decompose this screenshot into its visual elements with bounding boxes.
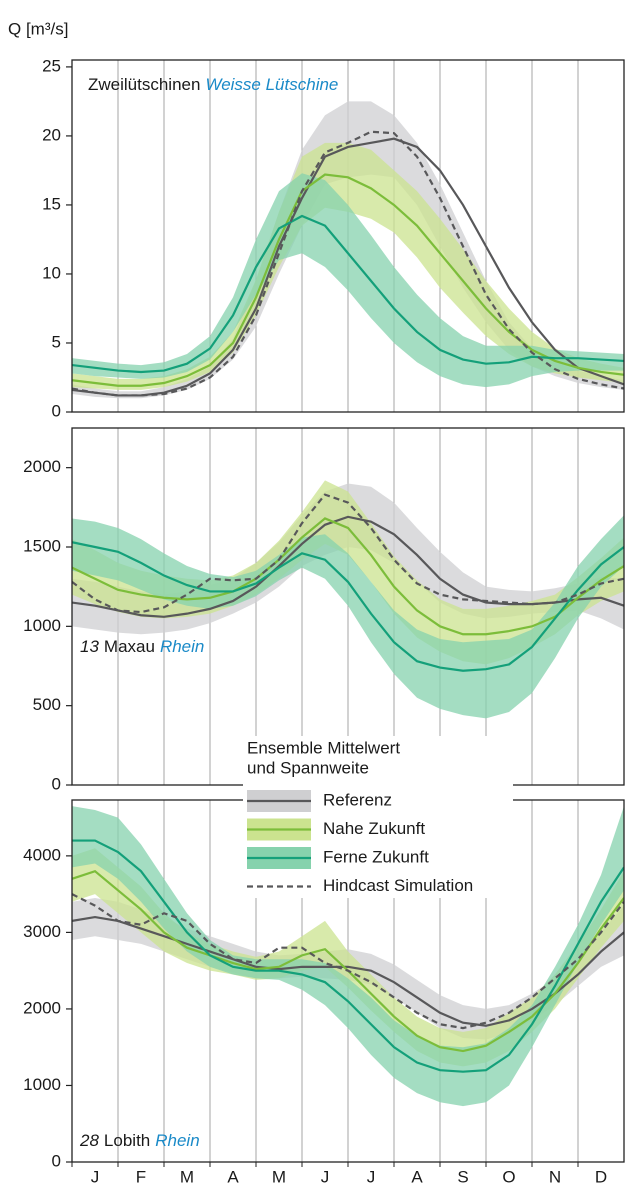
y-tick-label: 1000 [23,616,61,635]
y-tick-label: 25 [42,56,61,75]
y-tick-label: 10 [42,263,61,282]
range-band [72,848,624,1067]
title-part: Rhein [155,1131,199,1150]
mean-line [72,893,624,1030]
x-tick-label: O [502,1167,515,1186]
y-axis-label: Q [m³/s] [8,19,68,38]
legend-label: Hindcast Simulation [323,876,473,895]
y-tick-label: 5 [52,332,61,351]
y-tick-label: 3000 [23,922,61,941]
title-part: 13 [80,637,99,656]
range-band [72,173,624,388]
y-tick-label: 15 [42,194,61,213]
title-part: Zweilütschinen [88,75,200,94]
y-tick-label: 2000 [23,998,61,1017]
y-tick-label: 1500 [23,536,61,555]
range-band [72,806,624,1107]
panel-title: Zweilütschinen Weisse Lütschine [88,75,338,94]
range-band [72,515,624,719]
x-tick-label: M [180,1167,194,1186]
range-band [72,142,624,390]
plot-area [72,428,624,785]
range-band [72,480,624,665]
y-tick-label: 0 [52,774,61,793]
x-tick-label: D [595,1167,607,1186]
legend-label: Referenz [323,790,392,809]
title-part: Rhein [160,637,204,656]
y-tick-label: 20 [42,125,61,144]
y-tick-label: 500 [33,695,61,714]
x-tick-label: A [227,1167,239,1186]
title-part: 28 [79,1131,99,1150]
panel-frame [71,59,625,413]
legend-title: und Spannweite [247,758,369,777]
y-tick-label: 1000 [23,1075,61,1094]
mean-line [72,517,624,636]
mean-line [72,130,624,397]
mean-line [72,173,624,387]
mean-line [72,493,624,614]
x-tick-label: N [549,1167,561,1186]
title-part: Maxau [104,637,155,656]
x-tick-label: F [136,1167,146,1186]
x-tick-label: A [411,1167,423,1186]
x-tick-label: J [91,1167,100,1186]
title-part: Lobith [104,1131,150,1150]
x-tick-label: J [321,1167,330,1186]
legend-title: Ensemble Mittelwert [247,738,400,757]
y-tick-label: 4000 [23,845,61,864]
panel-title: 13 Maxau Rhein [80,637,204,656]
x-tick-label: M [272,1167,286,1186]
mean-line [72,541,624,672]
legend-box [243,736,513,898]
y-tick-label: 0 [52,1151,61,1170]
mean-line [72,915,624,1027]
legend-label: Nahe Zukunft [323,819,425,838]
mean-line [72,137,624,397]
y-tick-label: 0 [52,401,61,420]
x-tick-label: S [457,1167,468,1186]
title-part: Weisse Lütschine [205,75,338,94]
x-tick-label: J [367,1167,376,1186]
panel-title: 28 Lobith Rhein [79,1131,200,1150]
mean-line [72,214,624,374]
legend-label: Ferne Zukunft [323,847,429,866]
mean-line [72,839,624,1073]
y-tick-label: 2000 [23,457,61,476]
plot-area [72,60,624,412]
